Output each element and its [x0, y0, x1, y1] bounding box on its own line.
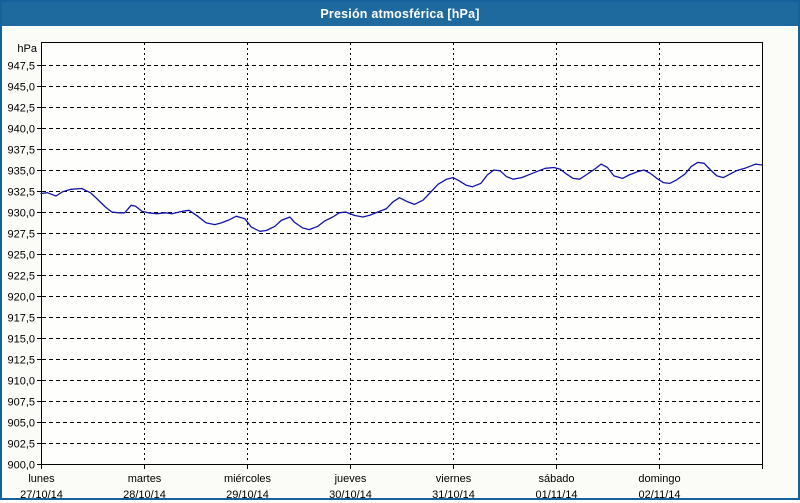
y-tick-label: 917,5 — [7, 313, 35, 325]
y-tick-label: 947,5 — [7, 61, 35, 73]
x-date-label: 28/10/14 — [123, 489, 166, 498]
x-day-label: miércoles — [224, 473, 272, 485]
x-date-label: 27/10/14 — [20, 489, 63, 498]
y-tick-label: 905,0 — [7, 418, 35, 430]
x-date-label: 30/10/14 — [329, 489, 372, 498]
chart-title: Presión atmosférica [hPa] — [320, 7, 480, 21]
y-tick-label: 945,0 — [7, 82, 35, 94]
y-tick-label: 932,5 — [7, 187, 35, 199]
x-day-label: jueves — [334, 473, 367, 485]
y-tick-label: 935,0 — [7, 166, 35, 178]
x-day-label: domingo — [638, 473, 680, 485]
y-tick-label: 900,0 — [7, 460, 35, 472]
y-tick-label: 942,5 — [7, 103, 35, 115]
x-day-label: martes — [128, 473, 162, 485]
x-day-label: lunes — [28, 473, 55, 485]
y-tick-label: 915,0 — [7, 334, 35, 346]
x-day-label: sábado — [538, 473, 574, 485]
y-tick-label: 922,5 — [7, 271, 35, 283]
y-tick-label: 920,0 — [7, 292, 35, 304]
x-date-label: 02/11/14 — [638, 489, 680, 498]
x-date-label: 29/10/14 — [226, 489, 269, 498]
y-tick-label: 930,0 — [7, 208, 35, 220]
x-date-label: 01/11/14 — [535, 489, 577, 498]
y-axis-unit-label: hPa — [17, 43, 37, 55]
y-tick-label: 902,5 — [7, 439, 35, 451]
y-tick-label: 937,5 — [7, 145, 35, 157]
plot-border — [41, 42, 763, 465]
y-tick-label: 910,0 — [7, 376, 35, 388]
x-date-label: 31/10/14 — [432, 489, 475, 498]
y-tick-label: 925,0 — [7, 250, 35, 262]
y-tick-label: 940,0 — [7, 124, 35, 136]
y-tick-label: 907,5 — [7, 397, 35, 409]
x-day-label: viernes — [436, 473, 472, 485]
title-bar: Presión atmosférica [hPa] — [2, 2, 798, 26]
y-tick-label: 912,5 — [7, 355, 35, 367]
pressure-line — [40, 161, 763, 232]
y-tick-label: 927,5 — [7, 229, 35, 241]
